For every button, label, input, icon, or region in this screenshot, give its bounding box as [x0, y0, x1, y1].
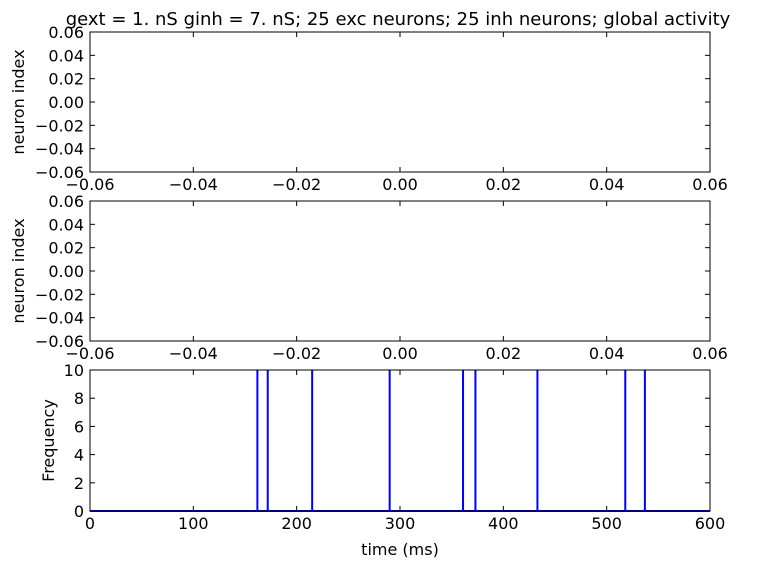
y-tick-label: 4: [74, 446, 84, 465]
y-tick-label: −0.02: [35, 116, 84, 135]
y-axis-label: Frequency: [39, 399, 58, 482]
y-tick-label: 6: [74, 417, 84, 436]
x-tick-label: 0.04: [589, 344, 625, 363]
x-tick-label: −0.06: [65, 175, 114, 194]
subplot-3: 0 100 200 300 400 500 600 10 8 6 4 2 0 Frequency time …: [39, 361, 725, 559]
x-tick-label: 400: [488, 514, 519, 533]
y-tick-label: 0.00: [48, 262, 84, 281]
y-tick-label: −0.04: [35, 309, 84, 328]
y-tick-label: 0.00: [48, 93, 84, 112]
x-tick-label: 100: [178, 514, 209, 533]
x-tick-label: 0.02: [486, 344, 522, 363]
x-tick-label: 600: [695, 514, 726, 533]
x-tick-label: 0: [85, 514, 95, 533]
x-tick-label: 0.02: [486, 175, 522, 194]
x-tick-label: −0.06: [65, 344, 114, 363]
x-tick-label: 300: [385, 514, 416, 533]
x-tick-label: 0.00: [382, 344, 418, 363]
y-tick-label: −0.06: [35, 332, 84, 351]
x-axis-label: time (ms): [361, 540, 439, 559]
x-tick-label: 500: [591, 514, 622, 533]
x-tick-label: 0.06: [692, 344, 728, 363]
y-tick-label: 2: [74, 474, 84, 493]
y-tick-label: 0.04: [48, 46, 84, 65]
y-tick-label: 0.04: [48, 215, 84, 234]
x-tick-label: 0.06: [692, 175, 728, 194]
y-tick-label: 0.02: [48, 70, 84, 89]
x-tick-label: −0.04: [169, 344, 218, 363]
y-tick-label: −0.06: [35, 163, 84, 182]
x-tick-label: −0.04: [169, 175, 218, 194]
y-tick-label: −0.04: [35, 140, 84, 159]
x-tick-label: 200: [281, 514, 312, 533]
y-tick-label: 8: [74, 389, 84, 408]
y-tick-label: 0.02: [48, 239, 84, 258]
x-tick-label: 0.04: [589, 175, 625, 194]
y-tick-label: 0.06: [48, 192, 84, 211]
x-tick-label: −0.02: [272, 175, 321, 194]
y-axis-label: neuron index: [9, 49, 28, 154]
y-axis-label: neuron index: [9, 218, 28, 323]
y-tick-label: 0: [74, 502, 84, 521]
y-tick-label: 10: [64, 361, 84, 380]
chart-title: gext = 1. nS ginh = 7. nS; 25 exc neuron…: [66, 9, 731, 30]
x-tick-label: −0.02: [272, 344, 321, 363]
subplot-1: −0.06 −0.04 −0.02 0.00 0.02 0.04 0.06 0.06 0.04 0…: [9, 23, 728, 194]
y-tick-label: 0.06: [48, 23, 84, 42]
x-tick-label: 0.00: [382, 175, 418, 194]
y-tick-label: −0.02: [35, 285, 84, 304]
subplot-2: −0.06 −0.04 −0.02 0.00 0.02 0.04 0.06 0.06 0.04 0…: [9, 192, 728, 363]
